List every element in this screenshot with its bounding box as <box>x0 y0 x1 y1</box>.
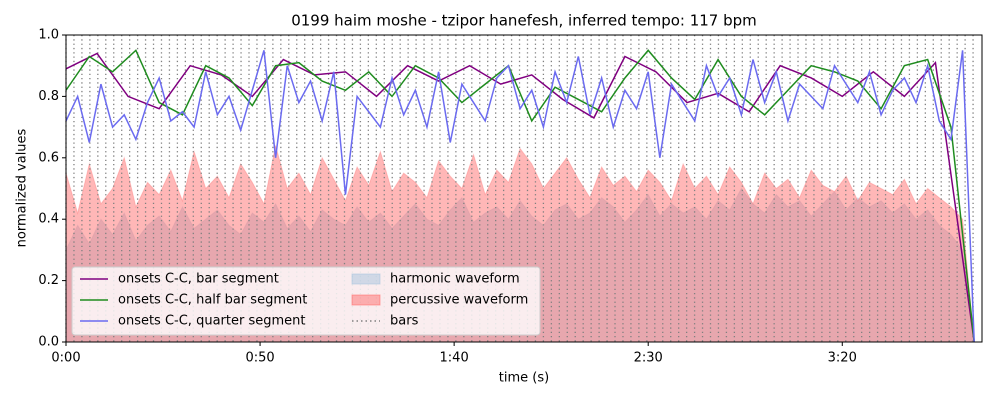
y-axis-label: normalized values <box>15 128 30 247</box>
legend-label: onsets C-C, bar segment <box>118 272 279 287</box>
series-line <box>65 52 975 343</box>
series-line <box>65 49 975 343</box>
x-tick-label: 2:30 <box>634 351 663 366</box>
legend-label: percussive waveform <box>390 293 528 308</box>
y-tick-label: 0.0 <box>38 335 59 350</box>
x-tick-label: 0:50 <box>245 351 274 366</box>
legend-label: onsets C-C, half bar segment <box>118 293 307 308</box>
x-tick-label: 1:40 <box>440 351 469 366</box>
legend-label: onsets C-C, quarter segment <box>118 314 305 329</box>
series-line <box>65 50 975 343</box>
x-tick-label: 0:00 <box>51 351 80 366</box>
legend-swatch <box>351 294 381 306</box>
legend-swatch <box>351 273 381 285</box>
y-tick-label: 0.4 <box>38 212 59 227</box>
y-tick-label: 0.8 <box>38 89 59 104</box>
y-tick-label: 1.0 <box>38 28 59 43</box>
legend-label: bars <box>390 314 419 329</box>
plot-frame <box>65 34 983 343</box>
chart-title: 0199 haim moshe - tzipor hanefesh, infer… <box>291 12 757 30</box>
y-tick-label: 0.6 <box>38 150 59 165</box>
x-axis-label: time (s) <box>499 371 549 386</box>
y-tick-label: 0.2 <box>38 273 59 288</box>
legend-label: harmonic waveform <box>390 272 520 287</box>
legend-box <box>71 266 541 336</box>
x-tick-label: 3:20 <box>828 351 857 366</box>
